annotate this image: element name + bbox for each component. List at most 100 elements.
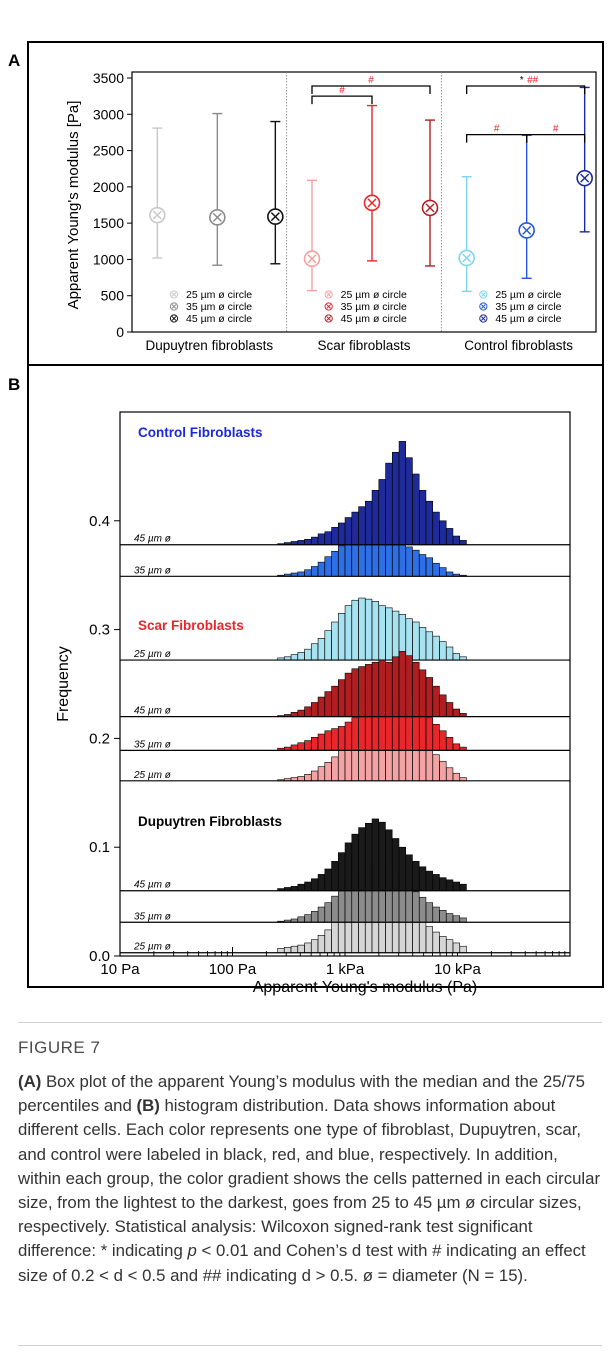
histogram-bar	[311, 566, 319, 577]
histogram-bar	[304, 569, 312, 577]
histogram-bar	[358, 597, 366, 661]
x-tick-label: 1 kPa	[326, 961, 365, 978]
histogram-bar	[297, 916, 305, 923]
histogram-bar	[317, 874, 325, 892]
y-tick-label: 0.4	[89, 513, 110, 530]
histogram-bar	[338, 889, 346, 923]
y-tick-label: 0	[116, 324, 124, 340]
histogram-bar	[324, 691, 332, 717]
histogram-bar	[419, 490, 427, 546]
histogram-bar	[419, 627, 427, 661]
histogram-bar	[392, 610, 400, 661]
y-axis-label: Apparent Young's modulus [Pa]	[65, 101, 82, 310]
histogram-bar	[304, 942, 312, 954]
legend-entry: 45 µm ø circle	[341, 313, 407, 325]
histogram-bar	[405, 854, 413, 892]
histogram-bar	[371, 818, 379, 892]
histogram-bar	[331, 861, 339, 892]
significance-mark: ##	[527, 75, 539, 86]
histogram-bar	[324, 868, 332, 892]
panel-a-boxplot: 0 500 1000 1500 2000 2500 3000 3500 Apparent You…	[65, 70, 597, 353]
histogram-bar	[425, 500, 433, 546]
median-marker-cross	[212, 212, 222, 222]
histogram-bar	[365, 822, 373, 892]
histogram-bar	[304, 706, 312, 717]
histogram-bar	[446, 913, 454, 923]
histogram-bar	[439, 877, 447, 892]
histogram-bar	[432, 685, 440, 717]
histogram-bar	[439, 520, 447, 546]
legend-entry: 25 µm ø circle	[341, 289, 407, 301]
histogram-bar	[398, 441, 406, 546]
histogram-bar	[304, 740, 312, 751]
histogram-bar	[338, 545, 346, 577]
legend-marker-cross	[481, 304, 486, 309]
histogram-bar	[317, 561, 325, 577]
histogram-bar	[385, 607, 393, 661]
histogram-bar	[338, 747, 346, 782]
histogram-bar	[290, 744, 298, 751]
caption-panel-ref: (A)	[18, 1072, 42, 1091]
histogram-bar	[446, 646, 454, 661]
y-tick-label: 0.0	[89, 948, 110, 965]
histogram-bar	[338, 522, 346, 546]
histogram-bar	[311, 939, 319, 954]
legend-entry: 45 µm ø circle	[495, 313, 561, 325]
histogram-bar	[317, 935, 325, 954]
legend-marker-cross	[481, 292, 486, 297]
histogram-bar	[459, 945, 467, 954]
histogram-bar	[317, 906, 325, 923]
histogram-bar	[304, 914, 312, 923]
histogram-bar	[297, 571, 305, 577]
series-size-label: 35 µm ø	[134, 565, 171, 576]
histogram-bar	[439, 910, 447, 923]
y-tick-label: 2000	[93, 179, 124, 195]
histogram-bar	[324, 762, 332, 782]
histogram-bar	[311, 878, 319, 892]
histogram-bar	[432, 754, 440, 782]
significance-bracket	[526, 133, 586, 143]
significance-mark: #	[339, 85, 345, 96]
caption-divider	[18, 1022, 602, 1023]
figure-svg: A B 0 500 1000 1500 2000 2500 3000 3500 Apparent…	[8, 41, 604, 996]
histogram-bar	[304, 774, 312, 782]
median-marker-cross	[462, 253, 472, 263]
y-tick-label: 0.1	[89, 839, 110, 856]
x-axis-label: Apparent Young's modulus (Pa)	[253, 979, 478, 996]
legend-entry: 25 µm ø circle	[495, 289, 561, 301]
histogram-bar	[331, 728, 339, 751]
histogram-bar	[378, 479, 386, 546]
histogram-bar	[419, 554, 427, 577]
panel-b-label: B	[8, 375, 20, 394]
significance-bracket	[311, 95, 373, 105]
histogram-bar	[398, 543, 406, 577]
histogram-bar	[344, 721, 352, 751]
histogram-bar	[290, 654, 298, 661]
histogram-bar	[405, 618, 413, 661]
legend-marker-cross	[326, 316, 331, 321]
histogram-bar	[371, 661, 379, 717]
histogram-bar	[446, 702, 454, 717]
histogram-bar	[432, 874, 440, 892]
histogram-bar	[425, 557, 433, 577]
histogram-bar	[331, 895, 339, 923]
histogram-bar	[425, 747, 433, 782]
histogram-bar	[446, 939, 454, 954]
histogram-bar	[452, 772, 460, 782]
histogram-bar	[344, 605, 352, 661]
histogram-bar	[324, 902, 332, 923]
histogram-bar	[297, 776, 305, 782]
y-tick-label: 0.2	[89, 730, 110, 747]
legend-entry: 35 µm ø circle	[186, 301, 252, 313]
histogram-bar	[365, 598, 373, 661]
histogram-bar	[398, 651, 406, 717]
histogram-bar	[351, 668, 359, 717]
histogram-bar	[351, 833, 359, 892]
median-marker-cross	[580, 173, 590, 183]
panel-a-plot-frame	[131, 71, 597, 333]
histogram-bar	[351, 717, 359, 751]
histogram-bar	[398, 846, 406, 892]
y-tick-label: 500	[101, 288, 125, 304]
histogram-bar	[405, 546, 413, 577]
bottom-rule	[18, 1345, 602, 1346]
